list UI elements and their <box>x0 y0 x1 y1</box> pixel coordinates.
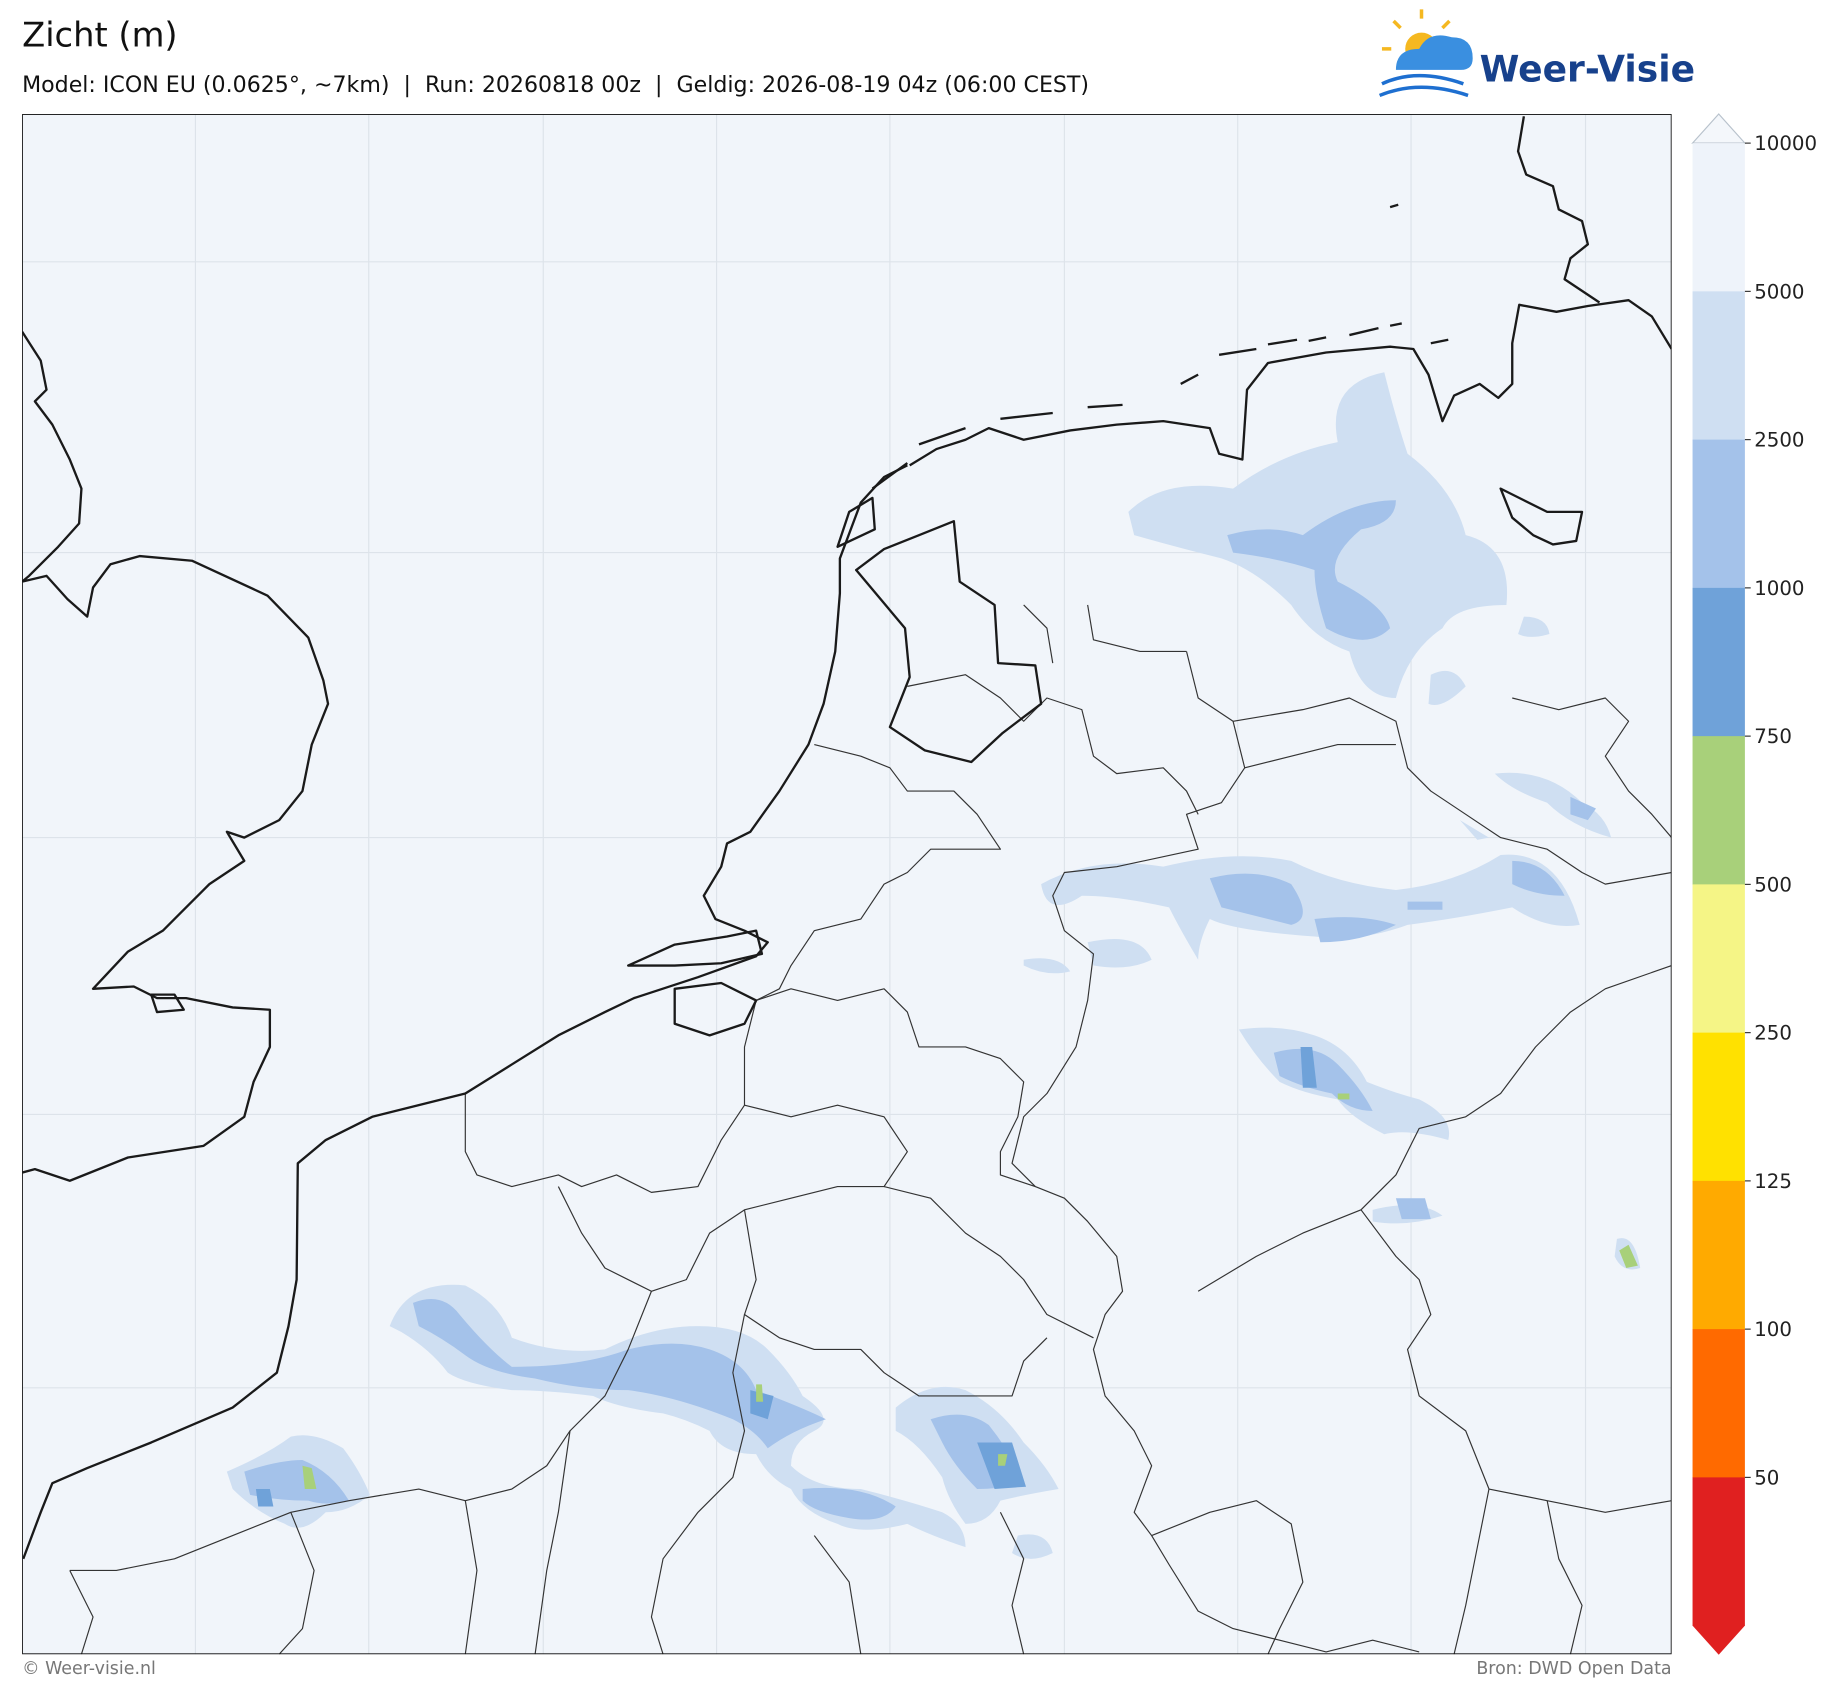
colorbar-tick-label: 500 <box>1754 873 1792 896</box>
colorbar-segment <box>1692 1032 1745 1182</box>
colorbar-tick-label: 2500 <box>1754 429 1804 452</box>
source: Bron: DWD Open Data <box>1476 1659 1671 1679</box>
colorbar-segment <box>1692 736 1745 885</box>
colorbar-segment <box>1692 587 1745 737</box>
logo-waves <box>1378 73 1469 98</box>
field-1000 <box>412 1299 896 1520</box>
logo: Weer-Visie <box>1378 9 1695 98</box>
colorbar-tick-label: 10000 <box>1754 132 1817 155</box>
colorbar-tick-label: 250 <box>1754 1022 1792 1045</box>
copyright: © Weer-visie.nl <box>22 1659 156 1679</box>
colorbar-segment <box>1692 1329 1745 1478</box>
logo-rays <box>1381 9 1451 51</box>
subtitle: Model: ICON EU (0.0625°, ~7km) | Run: 20… <box>22 72 1089 98</box>
field-2500 <box>1428 616 1550 705</box>
title: Zicht (m) <box>22 16 177 55</box>
colorbar-segment <box>1692 1180 1745 1330</box>
field-1000 <box>1227 500 1396 640</box>
colorbar-segment <box>1692 884 1745 1034</box>
colorbar-tick-label: 1000 <box>1754 577 1804 600</box>
colorbar-segment <box>1692 143 1745 292</box>
field-1000 <box>244 1414 1024 1504</box>
field-750 <box>1300 1046 1317 1088</box>
coastlines <box>22 116 1672 1560</box>
colorbar-tick-label: 125 <box>1754 1170 1792 1193</box>
borders <box>69 604 1672 1655</box>
logo-cloud <box>1395 35 1473 70</box>
logo-text: Weer-Visie <box>1480 48 1695 90</box>
field-2500 <box>1238 772 1641 1270</box>
map <box>22 114 1672 1655</box>
colorbar: 10000 5000 2500 1000 750 500 250 125 100 50 <box>1691 113 1817 1655</box>
colorbar-tick-label: 5000 <box>1754 280 1804 303</box>
field-2500 <box>389 1284 966 1548</box>
field-2500 <box>226 1386 1059 1559</box>
colorbar-tick-label: 750 <box>1754 725 1792 748</box>
colorbar-tick-label: 100 <box>1754 1318 1792 1341</box>
colorbar-extend-bottom <box>1692 1477 1745 1655</box>
colorbar-segment <box>1692 439 1745 589</box>
field-1000 <box>1209 860 1565 943</box>
colorbar-tick-label: 50 <box>1754 1466 1779 1489</box>
map-background <box>22 114 1672 1655</box>
colorbar-segment <box>1692 291 1745 441</box>
visibility-fields <box>226 372 1641 1559</box>
